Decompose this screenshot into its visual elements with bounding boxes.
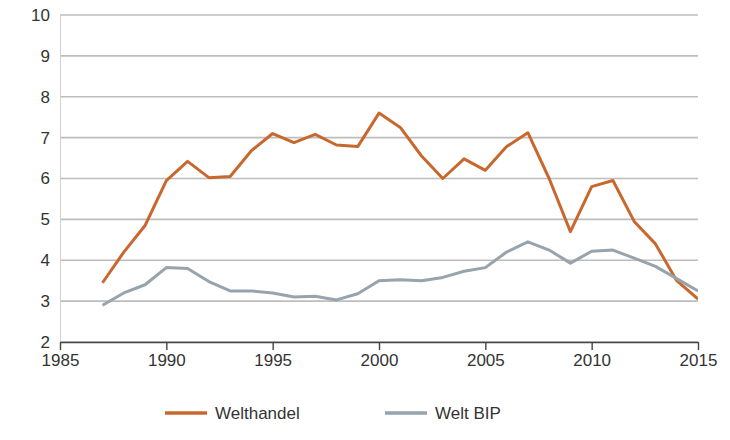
y-tick: 9 — [41, 47, 60, 66]
legend-swatch — [165, 411, 207, 415]
y-tick: 3 — [41, 292, 60, 311]
x-tick-label: 1990 — [148, 351, 186, 370]
x-axis: 1985 1990 1995 2000 2005 2010 2015 — [42, 342, 718, 370]
legend-swatch — [385, 411, 427, 415]
x-tick-label: 1985 — [42, 351, 80, 370]
x-tick-mark — [485, 342, 486, 350]
x-tick-mark — [272, 342, 273, 350]
x-tick: 2015 — [680, 342, 718, 370]
y-tick: 8 — [41, 88, 60, 107]
x-tick: 2010 — [573, 342, 611, 370]
x-tick-label: 2005 — [467, 351, 505, 370]
x-tick: 2000 — [361, 342, 399, 370]
y-tick-label: 6 — [41, 169, 50, 188]
x-tick-mark — [698, 342, 699, 350]
x-tick: 2005 — [467, 342, 505, 370]
x-tick-mark — [591, 342, 592, 350]
grid-line — [60, 137, 698, 139]
legend-item: Welthandel — [165, 404, 300, 423]
y-tick-label: 10 — [31, 6, 50, 25]
grid — [60, 15, 698, 342]
lines — [103, 113, 698, 305]
y-tick: 7 — [41, 129, 60, 148]
y-tick: 6 — [41, 169, 60, 188]
grid-line — [60, 259, 698, 261]
y-tick-label: 2 — [41, 333, 50, 352]
grid-line — [60, 55, 698, 57]
grid-line — [60, 178, 698, 180]
y-tick-label: 4 — [41, 251, 50, 270]
grid-line — [60, 14, 698, 16]
grid-line — [60, 300, 698, 302]
x-tick: 1985 — [42, 342, 80, 370]
y-axis-line — [60, 16, 61, 343]
x-tick: 1995 — [254, 342, 292, 370]
plot: 2 3 4 5 6 7 8 9 10 1985 1990 1995 2000 2005 2010 2015 — [31, 6, 717, 370]
x-tick-mark — [379, 342, 380, 350]
x-tick-label: 1995 — [254, 351, 292, 370]
chart: 2 3 4 5 6 7 8 9 10 1985 1990 1995 2000 2005 2010 2015 We… — [0, 0, 730, 440]
y-tick-label: 8 — [41, 88, 50, 107]
y-tick: 5 — [41, 210, 60, 229]
legend-item: Welt BIP — [385, 404, 501, 423]
y-tick-label: 7 — [41, 129, 50, 148]
grid-line — [60, 219, 698, 221]
legend-label: Welt BIP — [435, 404, 501, 423]
x-tick-mark — [60, 342, 61, 350]
y-tick: 10 — [31, 6, 60, 25]
y-tick-label: 5 — [41, 210, 50, 229]
y-tick-label: 9 — [41, 47, 50, 66]
y-tick-label: 3 — [41, 292, 50, 311]
x-tick: 1990 — [148, 342, 186, 370]
x-tick-label: 2000 — [361, 351, 399, 370]
y-tick: 4 — [41, 251, 60, 270]
y-tick: 2 — [41, 333, 60, 352]
grid-line — [60, 96, 698, 98]
legend: Welthandel Welt BIP — [165, 404, 501, 423]
y-axis: 2 3 4 5 6 7 8 9 10 — [31, 6, 60, 352]
x-tick-label: 2010 — [573, 351, 611, 370]
x-tick-mark — [166, 342, 167, 350]
x-tick-label: 2015 — [680, 351, 718, 370]
series-line — [103, 242, 698, 305]
legend-label: Welthandel — [215, 404, 300, 423]
